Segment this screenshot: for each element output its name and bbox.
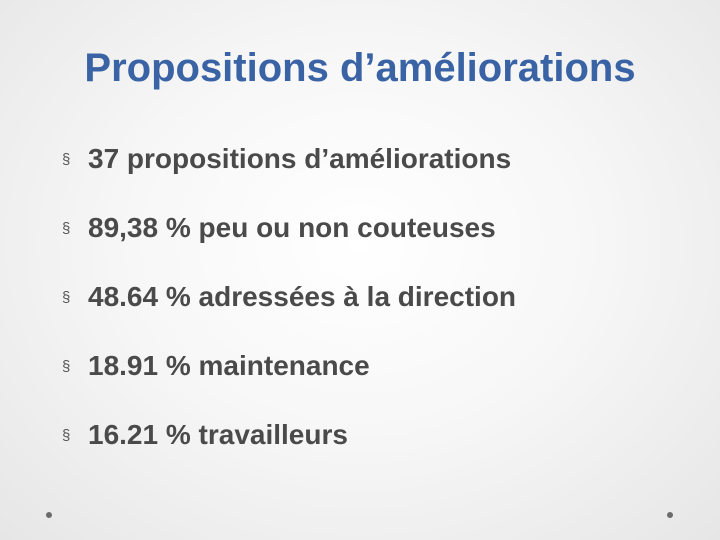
- bullet-item: § 89,38 % peu ou non couteuses: [62, 205, 516, 251]
- bullet-text: 48.64 % adressées à la direction: [88, 281, 517, 312]
- bullet-item: § 16.21 % travailleurs: [62, 412, 516, 458]
- bullet-text: 16.21 % travailleurs: [88, 419, 348, 450]
- decorative-dot-left: [46, 512, 52, 518]
- slide-title: Propositions d’améliorations: [84, 46, 636, 90]
- bullet-icon: §: [62, 219, 71, 237]
- bullet-icon: §: [62, 357, 71, 375]
- bullet-item: § 48.64 % adressées à la direction: [62, 274, 516, 320]
- bullet-icon: §: [62, 426, 71, 444]
- bullet-text: 18.91 % maintenance: [88, 350, 370, 381]
- bullet-icon: §: [62, 150, 71, 168]
- bullet-item: § 18.91 % maintenance: [62, 343, 516, 389]
- bullet-icon: §: [62, 288, 71, 306]
- bullet-text: 89,38 % peu ou non couteuses: [88, 212, 496, 243]
- bullet-item: § 37 propositions d’améliorations: [62, 136, 516, 182]
- bullet-text: 37 propositions d’améliorations: [88, 143, 512, 174]
- bullet-list: § 37 propositions d’améliorations § 89,3…: [62, 136, 516, 481]
- decorative-dot-right: [667, 512, 673, 518]
